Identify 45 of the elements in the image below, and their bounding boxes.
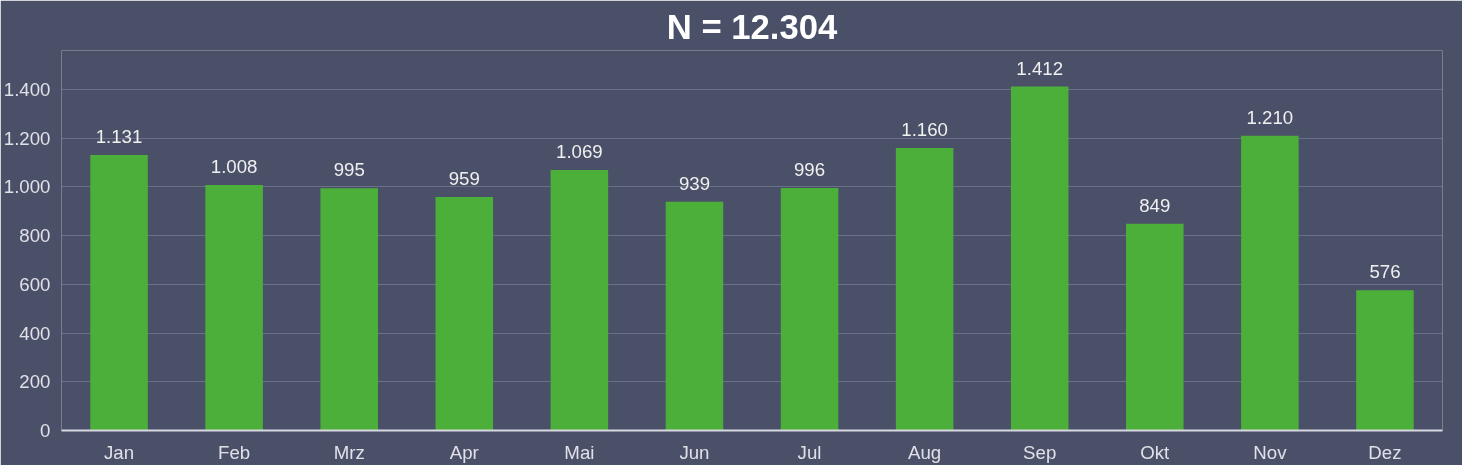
y-tick-label: 800: [19, 225, 51, 247]
chart-title: N = 12.304: [666, 7, 838, 46]
x-tick-label: Mai: [564, 441, 595, 463]
x-tick-label: Jul: [797, 441, 822, 463]
bar: [780, 187, 839, 431]
data-label: 1.160: [901, 118, 948, 140]
data-label: 576: [1369, 261, 1401, 283]
y-tick-label: 1.400: [3, 78, 51, 100]
x-tick-label: Nov: [1253, 441, 1288, 463]
x-tick-label: Apr: [449, 441, 479, 463]
data-label: 996: [793, 158, 826, 180]
bar: [90, 155, 148, 431]
x-tick-label: Jun: [679, 441, 710, 463]
bar: [205, 184, 263, 431]
data-label: 1.210: [1246, 106, 1294, 128]
data-label: 849: [1139, 194, 1171, 216]
y-tick-label: 600: [19, 273, 51, 295]
bar: [895, 147, 954, 431]
y-tick-label: 1.000: [3, 176, 51, 198]
x-tick-label: Feb: [218, 441, 251, 463]
x-tick-label: Dez: [1368, 441, 1402, 463]
bar: [665, 201, 724, 431]
x-tick-label: Okt: [1140, 441, 1171, 463]
bar: [1126, 223, 1184, 431]
data-label: 1.131: [95, 126, 143, 147]
data-label: 1.008: [210, 155, 258, 177]
x-tick-label: Jan: [104, 441, 135, 463]
bar: [1010, 86, 1069, 431]
data-label: 1.069: [556, 141, 603, 163]
data-label: 939: [678, 172, 711, 194]
bar: [1356, 290, 1414, 431]
data-label: 995: [333, 159, 365, 181]
x-tick-label: Mrz: [333, 441, 365, 463]
bar: [320, 188, 378, 431]
y-tick-label: 400: [19, 322, 51, 344]
bar: [1241, 135, 1299, 431]
y-tick-label: 1.200: [3, 127, 51, 149]
x-tick-label: Sep: [1023, 441, 1057, 463]
data-label: 959: [448, 167, 480, 189]
bar: [435, 196, 494, 431]
data-label: 1.412: [1016, 57, 1064, 79]
y-tick-label: 0: [40, 420, 51, 441]
x-tick-label: Aug: [908, 441, 942, 463]
bar: [550, 170, 609, 431]
y-tick-label: 200: [19, 371, 51, 393]
